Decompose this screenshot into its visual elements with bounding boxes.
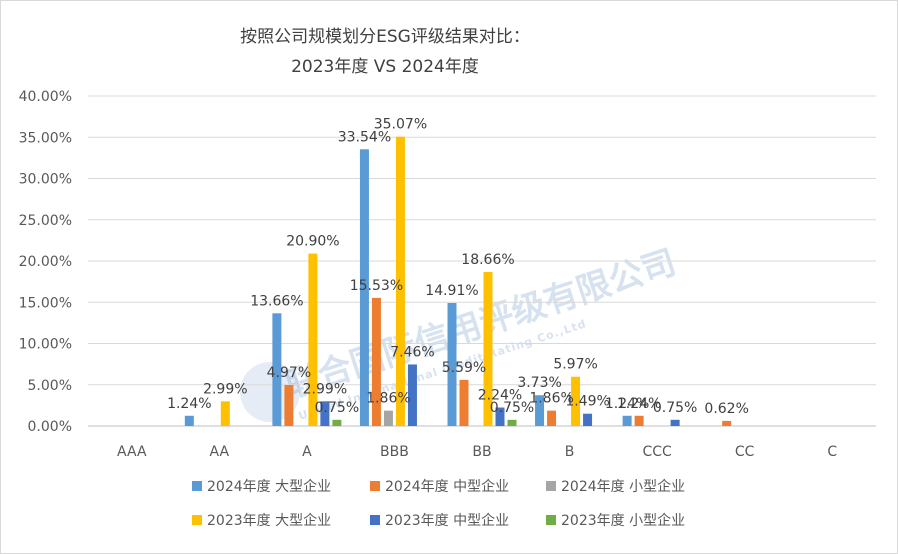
bar: [359, 149, 369, 427]
legend-label: 2024年度 小型企业: [561, 478, 685, 495]
legend-label: 2023年度 小型企业: [561, 512, 685, 529]
legend-label: 2024年度 大型企业: [207, 478, 331, 495]
data-label: 3.73%: [517, 375, 561, 391]
data-label: 35.07%: [374, 117, 427, 133]
legend: 2024年度 大型企业 2024年度 中型企业 2024年度 小型企业 2023年度 …: [192, 478, 685, 529]
data-label: 1.86%: [366, 391, 410, 407]
y-tick-label: 0.00%: [28, 419, 72, 435]
bar: [320, 401, 330, 426]
bar: [371, 297, 381, 426]
data-label: 1.24%: [605, 396, 649, 412]
chart-title-line2: 2023年度 VS 2024年度: [291, 57, 479, 77]
x-tick-label: C: [827, 444, 837, 460]
bar: [507, 419, 517, 426]
chart-title-line1: 按照公司规模划分ESG评级结果对比：: [240, 27, 530, 47]
bar: [547, 410, 557, 426]
legend-swatch: [370, 515, 380, 525]
data-label: 1.24%: [617, 396, 661, 412]
y-tick-label: 30.00%: [19, 172, 72, 188]
data-label: 20.90%: [286, 234, 339, 250]
legend-swatch: [370, 481, 380, 491]
x-axis-ticks: AAA AA A BBB BB B CCC CC C: [117, 444, 837, 460]
bar: [634, 415, 644, 426]
data-label: 2.99%: [303, 381, 347, 397]
x-tick-label: BBB: [380, 444, 409, 460]
y-tick-label: 15.00%: [19, 295, 72, 311]
x-tick-label: BB: [472, 444, 491, 460]
data-label: 0.62%: [704, 401, 748, 417]
data-label: 5.97%: [553, 357, 597, 373]
legend-swatch: [192, 481, 202, 491]
bar: [332, 419, 342, 426]
bar: [447, 302, 457, 426]
data-label: 7.46%: [390, 344, 434, 360]
bar: [670, 419, 680, 426]
y-tick-label: 40.00%: [19, 89, 72, 105]
y-tick-label: 25.00%: [19, 213, 72, 229]
legend-swatch: [546, 515, 556, 525]
bar: [459, 379, 469, 426]
bar: [722, 420, 732, 426]
y-tick-label: 20.00%: [19, 254, 72, 270]
data-labels: 1.24% 13.66% 33.54% 14.91% 3.73% 1.24% 4.97% 15…: [167, 117, 749, 417]
bar: [483, 272, 493, 426]
bar: [272, 313, 282, 426]
data-label: 4.97%: [267, 365, 311, 381]
bar: [495, 407, 505, 426]
data-label: 15.53%: [350, 278, 403, 294]
data-label: 14.91%: [425, 283, 478, 299]
x-tick-label: CC: [735, 444, 755, 460]
y-tick-label: 10.00%: [19, 337, 72, 353]
data-label: 2.24%: [478, 388, 522, 404]
y-tick-label: 5.00%: [28, 378, 72, 394]
data-label: 1.86%: [529, 391, 573, 407]
data-label: 0.75%: [490, 400, 534, 416]
legend-swatch: [192, 515, 202, 525]
legend-swatch: [546, 481, 556, 491]
data-label: 2.99%: [203, 381, 247, 397]
bar: [395, 136, 405, 427]
bar: [571, 376, 581, 426]
data-label: 1.24%: [167, 396, 211, 412]
legend-label: 2023年度 中型企业: [385, 512, 509, 529]
x-tick-label: A: [302, 444, 312, 460]
legend-label: 2023年度 大型企业: [207, 512, 331, 529]
bar: [383, 410, 393, 426]
bar: [284, 384, 294, 426]
legend-label: 2024年度 中型企业: [385, 478, 509, 495]
bar: [535, 395, 545, 426]
y-axis-ticks: 0.00% 5.00% 10.00% 15.00% 20.00% 25.00% 30.00%…: [19, 89, 72, 435]
y-tick-label: 35.00%: [19, 130, 72, 146]
data-label: 5.59%: [442, 360, 486, 376]
gridlines: [88, 95, 876, 427]
bar: [622, 415, 632, 426]
bars: [184, 136, 732, 427]
x-tick-label: B: [565, 444, 575, 460]
bar: [184, 415, 194, 426]
bar: [220, 401, 230, 426]
bar: [407, 364, 417, 426]
data-label: 13.66%: [250, 293, 303, 309]
bar: [583, 413, 593, 426]
data-label: 1.49%: [565, 394, 609, 410]
x-tick-label: CCC: [642, 444, 672, 460]
x-tick-label: AA: [210, 444, 230, 460]
data-label: 18.66%: [461, 252, 514, 268]
bar: [308, 253, 318, 426]
data-label: 33.54%: [338, 129, 391, 145]
data-label: 0.75%: [653, 400, 697, 416]
data-label: 0.75%: [315, 400, 359, 416]
x-tick-label: AAA: [117, 444, 147, 460]
